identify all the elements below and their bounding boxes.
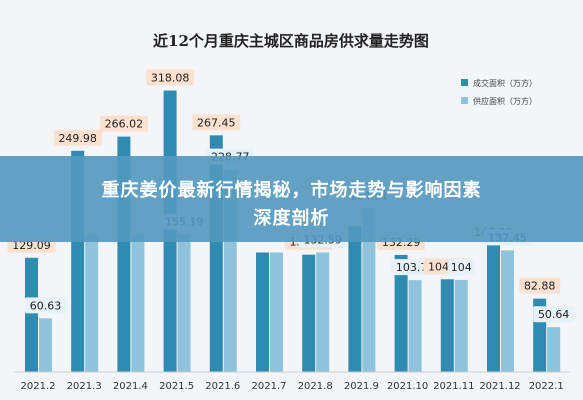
x-tick-label: 2021.8: [298, 381, 333, 392]
value-label: 104: [447, 258, 475, 275]
bar-deal-2021.2: [25, 257, 38, 372]
value-label: 267.45: [192, 114, 241, 131]
x-tick-label: 2021.2: [21, 381, 56, 392]
x-ticks-group: 2021.2 2021.3 2021.4 2021.5 2021.6 2021.7 2021…: [21, 381, 564, 392]
x-tick-label: 2021.6: [205, 381, 240, 392]
bar-supply-2021.11: [454, 279, 468, 372]
value-label: 318.08: [146, 69, 195, 86]
bar-supply-2022.1: [547, 327, 561, 372]
headline-line-1: 重庆姜价最新行情揭秘，市场走势与影响因素: [101, 180, 482, 201]
bar-supply-2021.2: [39, 318, 52, 372]
legend-label: 供应面积（万方）: [473, 96, 537, 106]
value-label: 249.98: [53, 129, 102, 146]
bar-deal-2021.8: [302, 254, 316, 372]
x-tick-label: 2021.4: [113, 381, 148, 392]
bar-supply-2021.10: [408, 280, 422, 372]
bar-deal-2021.7: [256, 252, 269, 372]
svg-text:318.08: 318.08: [151, 72, 190, 85]
value-label: 50.64: [533, 306, 575, 323]
bar-deal-2021.9: [348, 226, 362, 372]
headline-banner: 重庆姜价最新行情揭秘，市场走势与影响因素 深度剖析: [0, 156, 583, 242]
svg-text:267.45: 267.45: [197, 116, 236, 129]
bar-supply-2021.7: [270, 252, 283, 372]
x-tick-label: 2021.12: [479, 381, 520, 392]
svg-text:60.63: 60.63: [30, 299, 62, 312]
bar-deal-2021.12: [487, 245, 500, 372]
x-tick-label: 2021.3: [67, 381, 102, 392]
bar-supply-2021.4: [131, 234, 145, 372]
value-label: 82.88: [519, 277, 561, 294]
x-tick-label: 2021.5: [159, 381, 194, 392]
svg-text:104: 104: [451, 261, 472, 274]
legend-swatch: [461, 79, 468, 86]
svg-text:82.88: 82.88: [524, 280, 556, 293]
x-tick-label: 2021.9: [344, 381, 379, 392]
value-label: 60.63: [25, 297, 66, 314]
bar-deal-2021.10: [394, 254, 408, 372]
legend: 成交面积（万方） 供应面积（万方）: [461, 78, 537, 106]
legend-swatch: [461, 97, 468, 104]
x-tick-label: 2021.10: [387, 381, 428, 392]
headline-line-2: 深度剖析: [253, 208, 330, 229]
svg-text:50.64: 50.64: [538, 308, 570, 321]
legend-label: 成交面积（万方）: [473, 78, 537, 88]
bar-supply-2021.9: [362, 208, 376, 372]
svg-text:266.02: 266.02: [105, 118, 144, 131]
bar-supply-2021.12: [501, 250, 514, 372]
bar-supply-2021.8: [316, 252, 330, 372]
x-tick-label: 2021.7: [252, 381, 287, 392]
chart-title: 近12个月重庆主城区商品房供求量走势图: [153, 32, 429, 50]
x-tick-label: 2022.1: [529, 381, 564, 392]
bar-supply-2021.5: [177, 234, 191, 372]
svg-text:249.98: 249.98: [58, 132, 97, 145]
bar-supply-2021.3: [85, 234, 99, 372]
bar-deal-2021.11: [440, 279, 454, 372]
svg-text:129.09: 129.09: [12, 239, 51, 252]
x-tick-label: 2021.11: [433, 381, 474, 392]
value-label: 266.02: [99, 115, 148, 132]
